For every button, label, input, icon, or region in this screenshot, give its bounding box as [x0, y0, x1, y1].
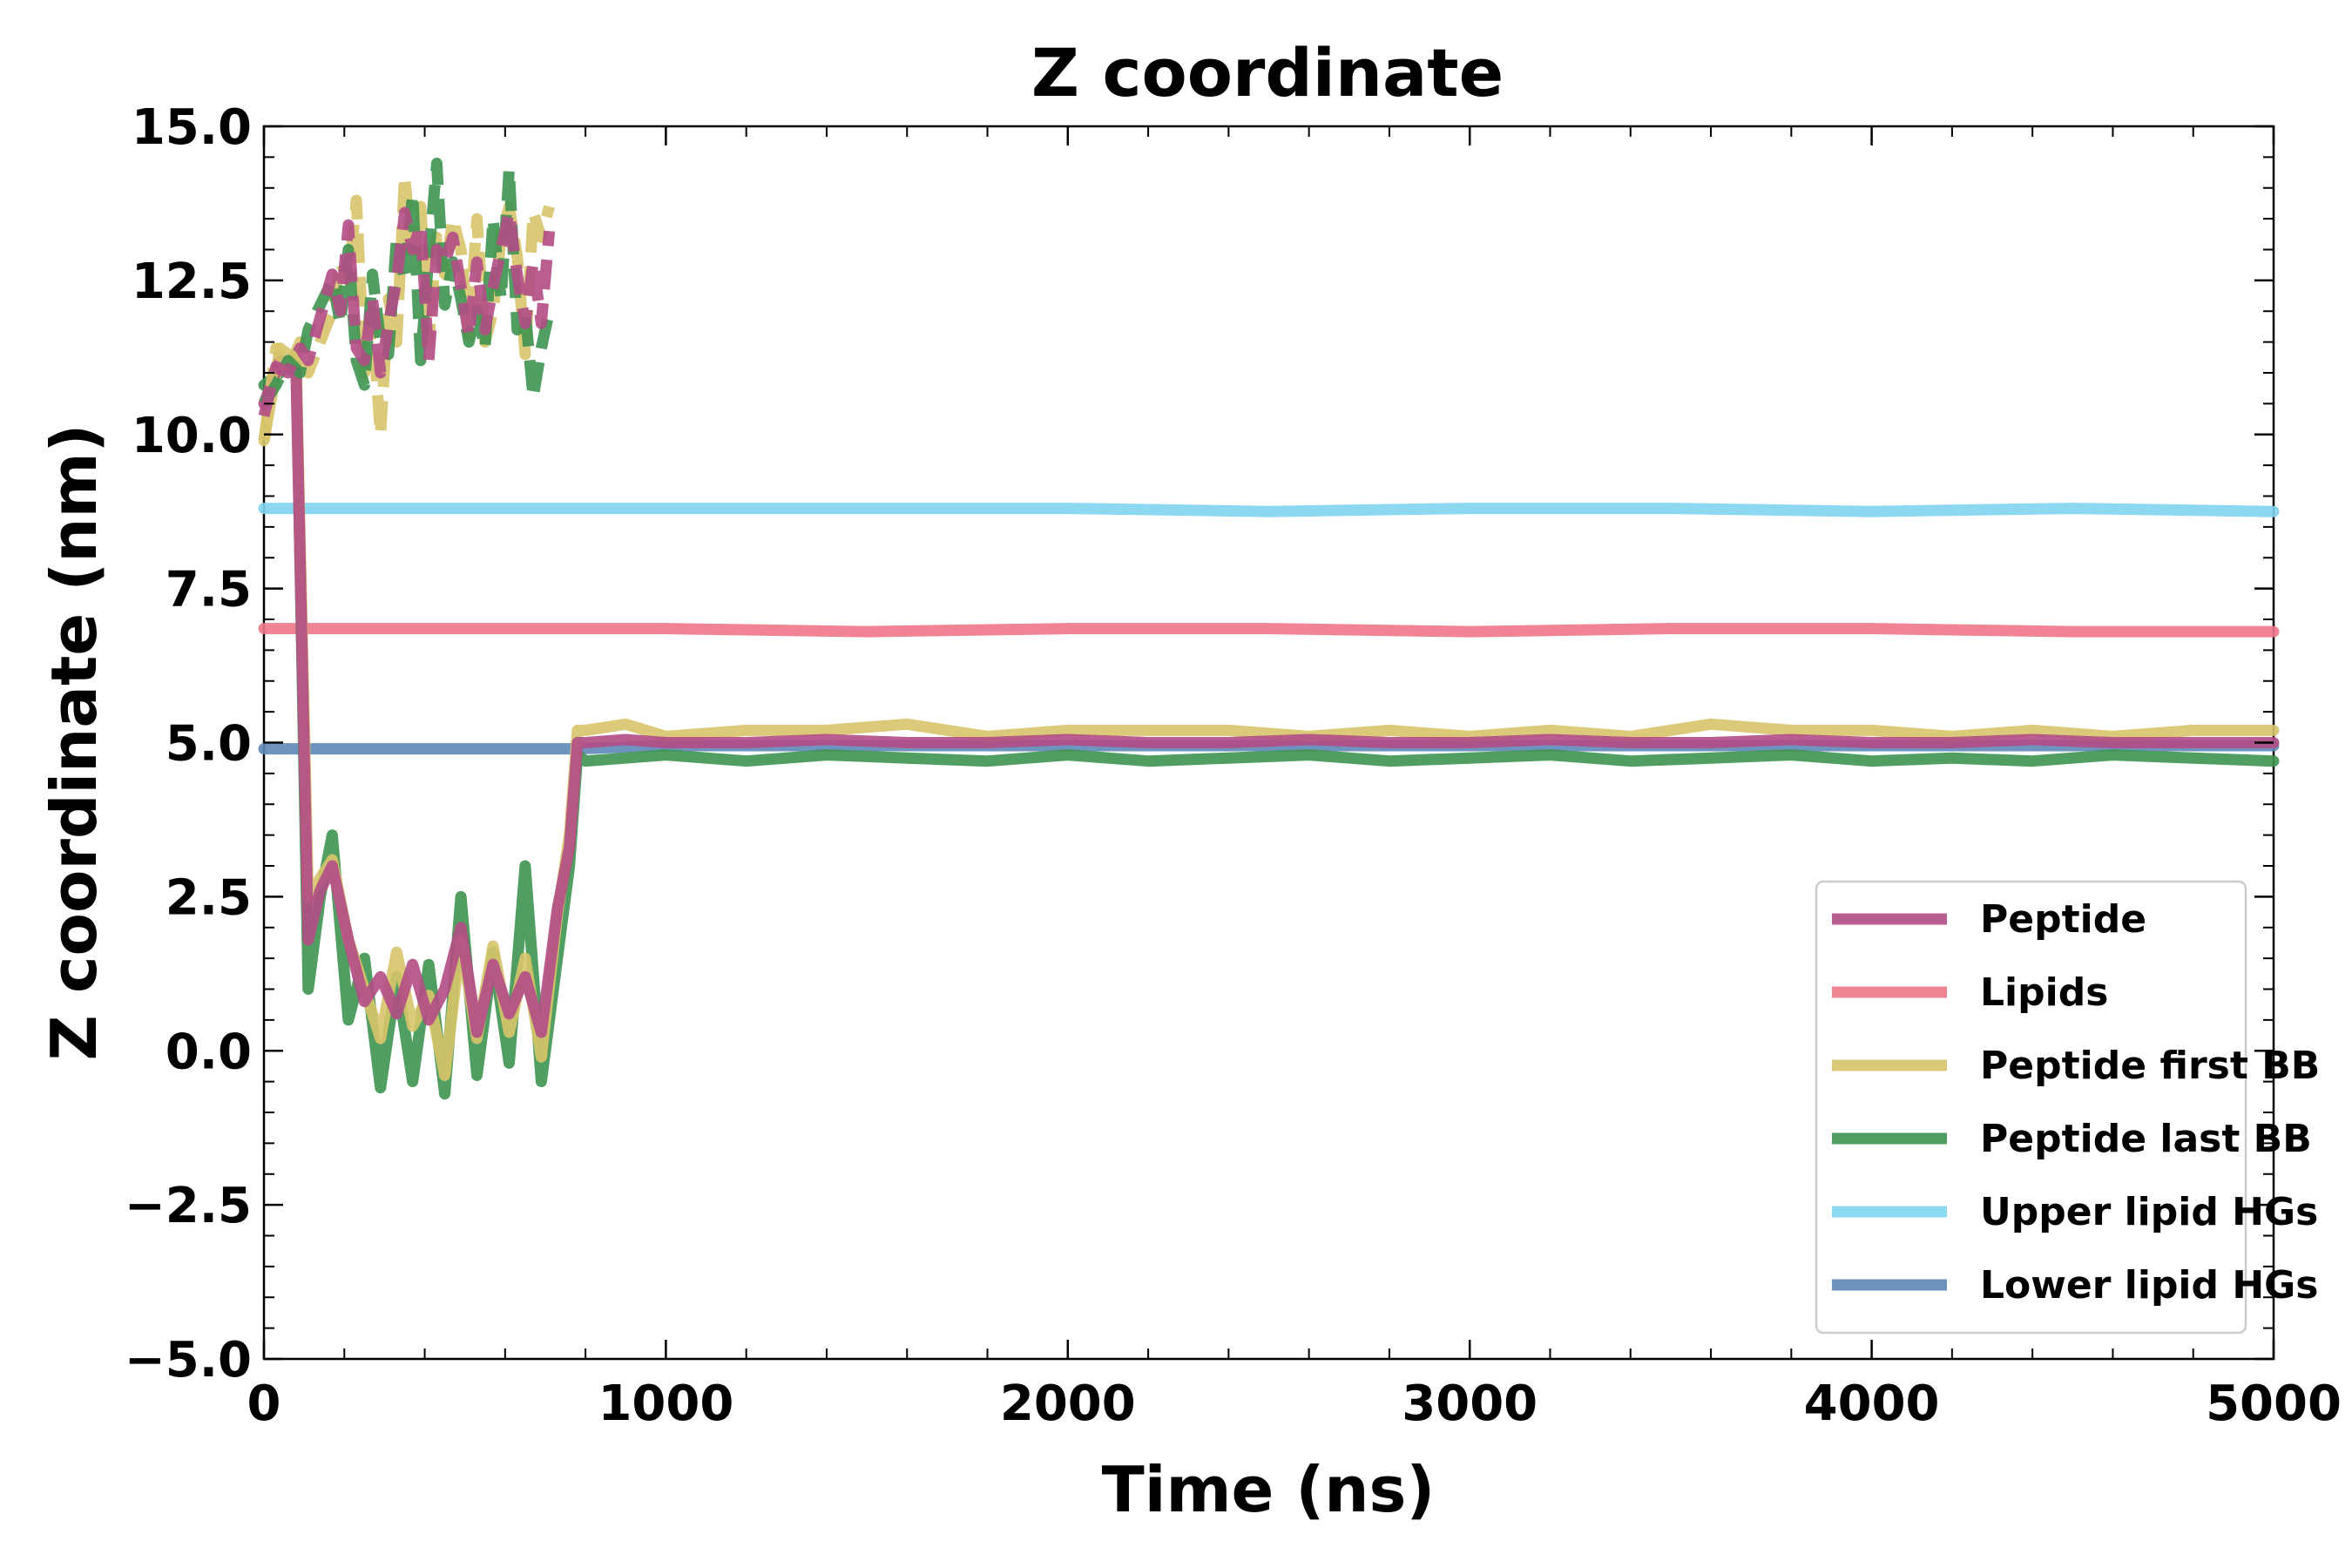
x-axis-title: Time (ns): [1102, 1453, 1436, 1526]
legend-label: Lower lipid HGs: [1980, 1263, 2318, 1308]
y-tick-label: 2.5: [166, 869, 252, 926]
x-tick-label: 5000: [2206, 1375, 2342, 1432]
x-tick-label: 4000: [1804, 1375, 1940, 1432]
y-tick-label: 0.0: [166, 1024, 252, 1080]
series-fragment-peptide-last-bb: [259, 158, 555, 407]
series-line-peptide-first-bb: [258, 342, 2280, 1081]
series-line-peptide: [258, 355, 2280, 1038]
y-tick-label: 7.5: [166, 562, 252, 618]
series-line-upper-lipid-hgs: [258, 503, 2280, 517]
legend-label: Peptide: [1980, 897, 2146, 942]
plot-area: [258, 125, 2280, 1361]
y-tick-label: 5.0: [166, 716, 252, 773]
legend-label: Upper lipid HGs: [1980, 1190, 2318, 1234]
y-tick-label: 15.0: [132, 99, 252, 156]
x-tick-label: 0: [247, 1375, 281, 1432]
series-layer: [258, 158, 2280, 1100]
x-tick-label: 3000: [1402, 1375, 1538, 1432]
legend-label: Peptide last BB: [1980, 1117, 2312, 1161]
legend-label: Lipids: [1980, 970, 2108, 1015]
y-tick-label: 12.5: [132, 253, 252, 310]
y-tick-label: −5.0: [125, 1332, 252, 1389]
y-tick-label: −2.5: [125, 1178, 252, 1234]
y-tick-label: 10.0: [132, 408, 252, 464]
series-line-lipids: [258, 623, 2280, 638]
legend-label: Peptide first BB: [1980, 1044, 2320, 1088]
series-fragment-peptide: [258, 206, 556, 418]
y-axis-title: Z coordinate (nm): [37, 424, 111, 1061]
x-tick-label: 1000: [598, 1375, 733, 1432]
legend-items: Peptide Lipids Peptide first BB Peptide las…: [1832, 897, 2320, 1308]
ticks-layer: [262, 125, 2275, 1361]
legend: Peptide Lipids Peptide first BB Peptide las…: [1815, 880, 2320, 1335]
x-tick-label: 2000: [1000, 1375, 1136, 1432]
chart-title: Z coordinate: [1031, 34, 1504, 112]
